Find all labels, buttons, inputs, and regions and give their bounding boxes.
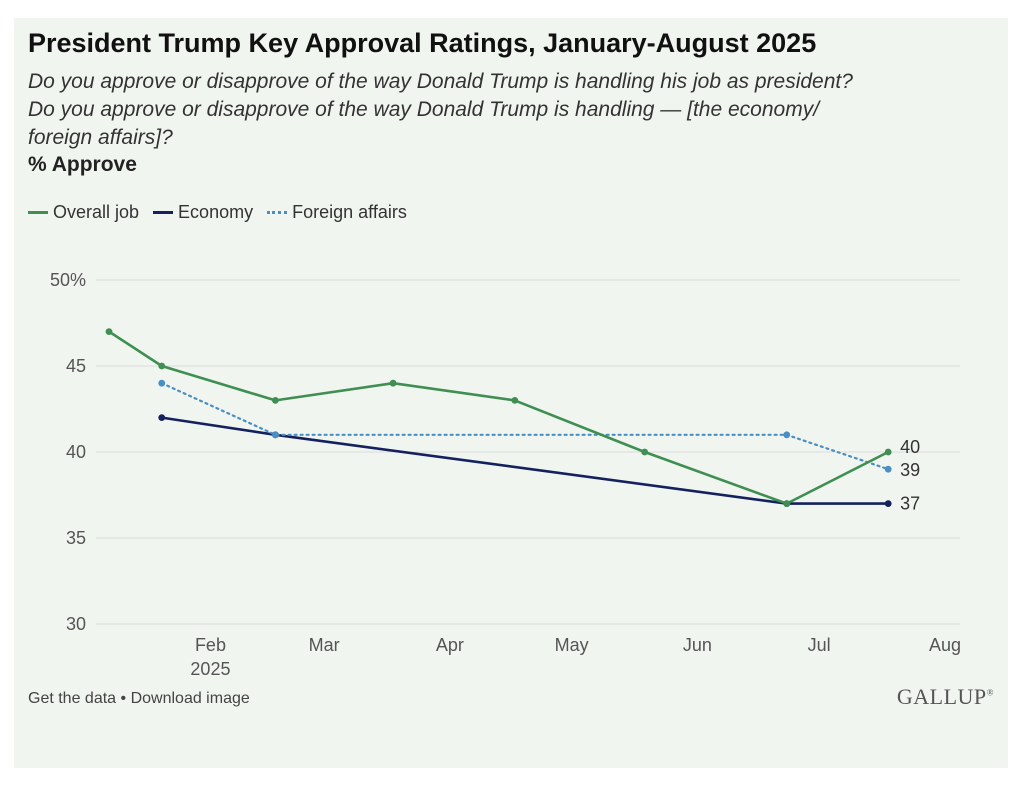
y-tick-label-35: 35: [66, 528, 86, 548]
footer-separator: •: [120, 690, 127, 707]
chart-subtitle-line-3: foreign affairs]?: [28, 126, 173, 149]
data-point-foreign-0: [158, 379, 166, 387]
legend-item-overall[interactable]: Overall job: [28, 202, 139, 223]
gallup-registered-mark: ®: [986, 687, 994, 698]
data-point-overall-0: [105, 328, 113, 335]
data-point-overall-3: [389, 379, 397, 387]
y-tick-label-45: 45: [66, 356, 86, 376]
data-point-foreign-1: [271, 431, 279, 439]
legend-item-foreign[interactable]: Foreign affairs: [267, 202, 407, 223]
chart-footer: Get the data • Download image: [28, 690, 250, 708]
data-point-overall-6: [783, 500, 791, 507]
data-point-overall-1: [158, 362, 166, 370]
legend-item-economy[interactable]: Economy: [153, 202, 253, 223]
end-label-overall: 40: [900, 437, 920, 457]
x-tick-label-jun: Jun: [683, 635, 712, 655]
x-tick-label-apr: Apr: [436, 635, 464, 655]
data-point-overall-5: [641, 448, 649, 456]
data-point-overall-2: [271, 397, 279, 404]
unit-label: % Approve: [28, 153, 137, 176]
chart-subtitle-line-2: Do you approve or disapprove of the way …: [28, 98, 820, 121]
x-tick-label-aug: Aug: [929, 635, 961, 655]
chart-card: [14, 18, 1008, 768]
x-tick-label-feb: Feb: [195, 635, 226, 655]
y-tick-label-40: 40: [66, 442, 86, 462]
end-label-foreign: 39: [900, 460, 920, 480]
x-tick-label-jul: Jul: [808, 635, 831, 655]
x-tick-label-may: May: [555, 635, 589, 655]
data-point-foreign-3: [884, 465, 892, 473]
legend-label-overall: Overall job: [53, 202, 140, 222]
download-image-link[interactable]: Download image: [130, 690, 250, 707]
gallup-logo: GALLUP®: [897, 684, 994, 710]
x-tick-sublabel-feb: 2025: [190, 659, 230, 679]
data-point-overall-4: [511, 397, 519, 404]
legend-swatch-foreign: [267, 211, 288, 214]
data-point-economy-0: [158, 414, 166, 421]
gallup-logo-text: GALLUP: [896, 684, 987, 709]
series-line-foreign: [160, 382, 890, 471]
legend-label-foreign: Foreign affairs: [292, 202, 407, 222]
legend-swatch-overall: [28, 211, 48, 214]
chart-legend: Overall job Economy Foreign affairs: [28, 202, 421, 223]
series-line-economy: [160, 416, 890, 505]
chart-subtitle-line-1: Do you approve or disapprove of the way …: [28, 70, 853, 93]
legend-label-economy: Economy: [178, 202, 254, 222]
y-tick-label-30: 30: [66, 614, 86, 634]
end-label-economy: 37: [900, 494, 920, 514]
series-line-overall: [107, 330, 890, 505]
data-point-foreign-2: [783, 431, 791, 439]
chart-title: President Trump Key Approval Ratings, Ja…: [28, 28, 817, 58]
get-data-link[interactable]: Get the data: [28, 690, 117, 707]
data-point-overall-7: [884, 448, 892, 456]
x-tick-label-mar: Mar: [309, 635, 340, 655]
data-point-economy-3: [884, 500, 892, 507]
legend-swatch-economy: [153, 211, 174, 214]
y-tick-label-50: 50%: [50, 270, 86, 290]
